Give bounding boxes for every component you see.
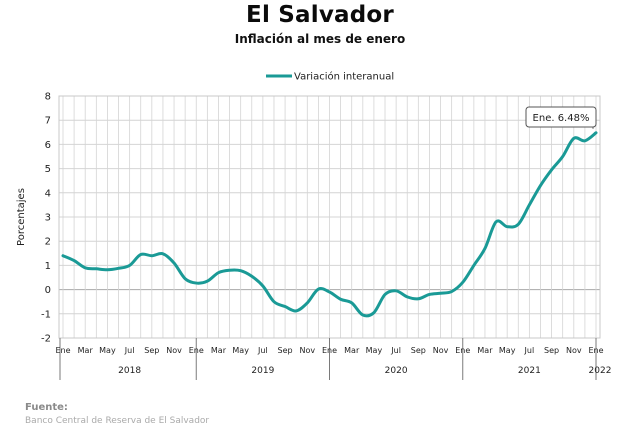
y-tick-label: 4	[45, 188, 51, 199]
y-tick-label: 7	[45, 116, 51, 127]
x-tick-label: Ene	[588, 346, 603, 355]
x-tick-label: May	[232, 346, 249, 355]
x-tick-label: May	[99, 346, 116, 355]
year-label: 2022	[589, 366, 612, 376]
gridlines	[59, 95, 600, 339]
x-tick-label: Jul	[390, 346, 401, 355]
tick-labels: -2 -1 0 1 2 3 4 5 6 7 8 Porcentajes Ene Mar May Jul Sep N…	[16, 92, 611, 377]
x-tick-label: Ene	[55, 346, 70, 355]
x-tick-label: Ene	[189, 346, 204, 355]
source-text: Banco Central de Reserva de El Salvador	[25, 416, 210, 426]
legend: Variación interanual	[266, 71, 394, 83]
x-tick-label: Ene	[455, 346, 470, 355]
x-tick-label: Sep	[144, 346, 159, 355]
series-line-variacion-interanual	[61, 131, 598, 318]
year-label: 2021	[518, 366, 541, 376]
year-label: 2018	[118, 366, 141, 376]
annotation-callout: Ene. 6.48%	[525, 106, 597, 129]
x-tick-label: Nov	[299, 346, 315, 355]
chart-title: El Salvador	[246, 2, 394, 28]
x-tick-label: Mar	[477, 346, 493, 355]
axes	[58, 95, 601, 380]
annotation-text: Ene. 6.48%	[533, 113, 590, 124]
x-tick-label: Mar	[344, 346, 360, 355]
y-tick-label: 6	[45, 140, 51, 151]
x-tick-label: Jul	[524, 346, 535, 355]
x-tick-label: Jul	[257, 346, 268, 355]
x-tick-label: Nov	[433, 346, 449, 355]
x-tick-label: Nov	[166, 346, 182, 355]
x-tick-label: Mar	[211, 346, 227, 355]
x-tick-label: Sep	[411, 346, 426, 355]
annotation-box	[525, 106, 597, 128]
line-chart: -2 -1 0 1 2 3 4 5 6 7 8 Porcentajes Ene Mar May Jul Sep N…	[16, 71, 611, 380]
legend-label: Variación interanual	[294, 71, 394, 83]
x-tick-label: Jul	[124, 346, 135, 355]
x-tick-label: Ene	[322, 346, 337, 355]
y-tick-label: 5	[45, 164, 51, 175]
y-tick-label: 1	[45, 261, 51, 272]
series-layer	[61, 131, 598, 318]
x-tick-label: Sep	[278, 346, 293, 355]
y-axis-title: Porcentajes	[16, 188, 27, 246]
y-tick-label: -2	[41, 334, 51, 345]
y-tick-label: 2	[45, 237, 51, 248]
y-tick-label: 3	[45, 213, 51, 224]
y-tick-label: 0	[45, 285, 51, 296]
year-label: 2020	[385, 366, 408, 376]
x-tick-label: May	[499, 346, 516, 355]
year-label: 2019	[251, 366, 274, 376]
x-tick-label: Nov	[566, 346, 582, 355]
y-tick-label: 8	[45, 92, 51, 103]
chart-subtitle: Inflación al mes de enero	[234, 32, 406, 46]
x-tick-label: Sep	[544, 346, 559, 355]
x-tick-label: May	[366, 346, 383, 355]
x-tick-label: Mar	[78, 346, 94, 355]
source-label: Fuente:	[25, 402, 68, 413]
y-tick-label: -1	[41, 309, 51, 320]
